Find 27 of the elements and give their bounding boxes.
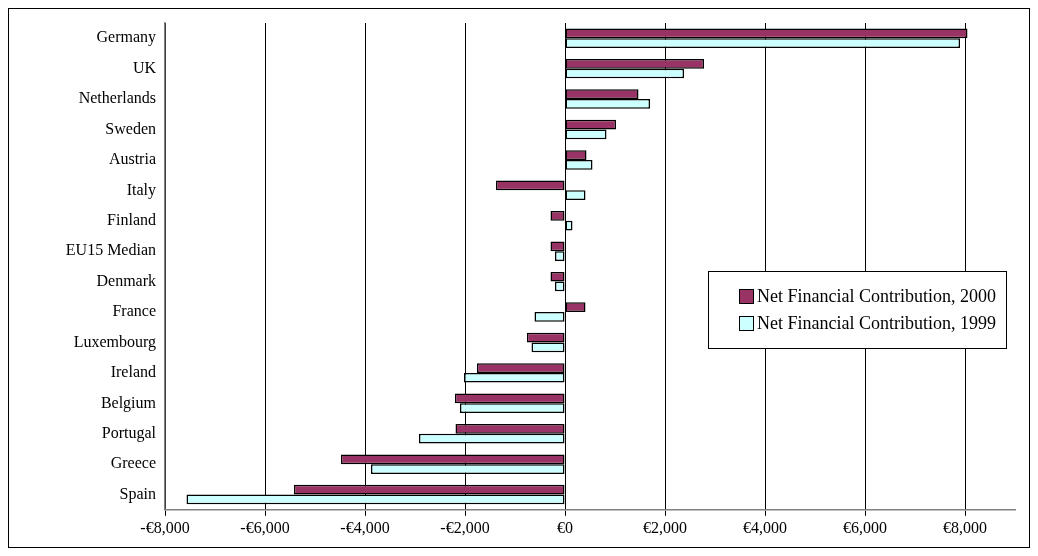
y-tick-label: France — [112, 302, 156, 320]
y-tick-label: Belgium — [100, 393, 157, 412]
x-tick-label: €2,000 — [643, 518, 687, 536]
y-tick-label: Denmark — [96, 271, 156, 289]
x-tick-label: -€8,000 — [140, 518, 190, 536]
y-tick-label: Sweden — [105, 119, 156, 137]
y-tick-label: UK — [132, 58, 157, 76]
legend-label: Net Financial Contribution, 1999 — [757, 313, 996, 334]
y-tick-label: Netherlands — [78, 89, 156, 107]
x-tick-label: €4,000 — [743, 518, 787, 536]
x-tick-label: -€2,000 — [440, 518, 490, 536]
y-tick-label: EU15 Median — [65, 241, 156, 259]
x-tick-label: -€6,000 — [240, 518, 290, 536]
y-tick-label: Spain — [119, 484, 156, 503]
y-tick-label: Austria — [108, 150, 156, 168]
y-tick-label: Italy — [126, 180, 156, 199]
y-tick-label: Ireland — [110, 363, 156, 381]
legend-label: Net Financial Contribution, 2000 — [757, 286, 996, 307]
x-tick-label: -€4,000 — [340, 518, 390, 536]
y-tick-label: Finland — [107, 210, 156, 228]
y-tick-label: Germany — [96, 28, 156, 47]
y-tick-label: Luxembourg — [73, 332, 156, 351]
x-tick-label: €6,000 — [843, 518, 887, 536]
y-tick-label: Portugal — [101, 423, 157, 442]
y-tick-label: Greece — [110, 454, 156, 472]
x-tick-label: €0 — [557, 518, 573, 536]
x-tick-label: €8,000 — [943, 518, 987, 536]
